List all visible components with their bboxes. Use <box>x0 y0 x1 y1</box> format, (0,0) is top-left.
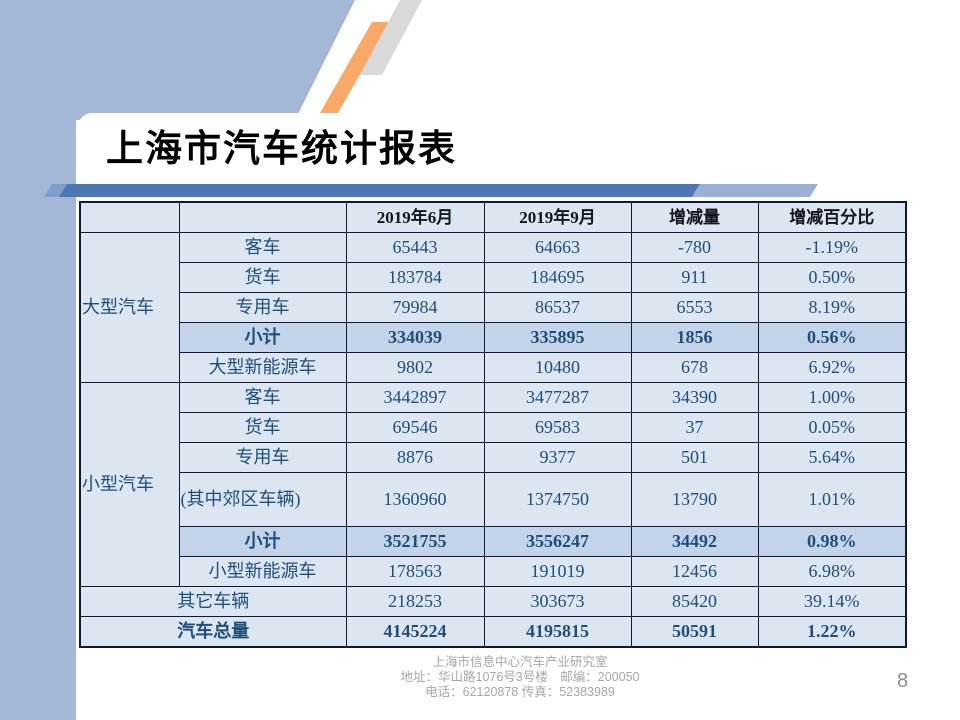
footer-phone-line: 电话：62120878 传真：52383989 <box>425 685 615 699</box>
value-cell: 1856 <box>630 322 759 353</box>
table-row: 大型新能源车 9802 10480 678 6.92% <box>80 352 907 383</box>
value-cell: -1.19% <box>757 232 907 263</box>
value-cell: 911 <box>630 262 759 293</box>
value-cell: 183784 <box>345 262 485 293</box>
row-label-cell: 小计 <box>178 322 347 353</box>
footer-address-line: 地址：华山路1076号3号楼 邮编：200050 <box>400 670 640 684</box>
group-cell: 大型汽车 <box>79 232 180 383</box>
value-cell: 13790 <box>630 472 759 527</box>
value-cell: 678 <box>630 352 759 383</box>
value-cell: 0.05% <box>757 412 907 443</box>
page-number: 8 <box>897 670 909 692</box>
value-cell: 69546 <box>345 412 485 443</box>
value-cell: 1374750 <box>483 472 632 527</box>
footer: 上海市信息中心汽车产业研究室 地址：华山路1076号3号楼 邮编：200050 … <box>240 655 800 700</box>
value-cell: 0.56% <box>757 322 907 353</box>
header-cell <box>79 201 180 233</box>
value-cell: 0.50% <box>757 262 907 293</box>
table-row: 货车 69546 69583 37 0.05% <box>80 412 907 443</box>
row-label-cell: 大型新能源车 <box>178 352 347 383</box>
value-cell: 86537 <box>483 292 632 323</box>
value-cell: 178563 <box>345 556 485 587</box>
value-cell: 1.00% <box>757 382 907 413</box>
value-cell: 10480 <box>483 352 632 383</box>
value-cell: 50591 <box>630 616 759 648</box>
value-cell: 0.98% <box>757 526 907 557</box>
row-label-cell: 专用车 <box>178 442 347 473</box>
table-row: 货车 183784 184695 911 0.50% <box>80 262 907 293</box>
value-cell: 334039 <box>345 322 485 353</box>
table-row: 小型新能源车 178563 191019 12456 6.98% <box>80 556 907 587</box>
value-cell: 12456 <box>630 556 759 587</box>
value-cell: 6.92% <box>757 352 907 383</box>
background-left-band <box>0 0 76 720</box>
value-cell: 3477287 <box>483 382 632 413</box>
value-cell: 5.64% <box>757 442 907 473</box>
value-cell: 191019 <box>483 556 632 587</box>
header-cell: 增减量 <box>630 201 759 233</box>
value-cell: 6.98% <box>757 556 907 587</box>
table-row: 小计 334039 335895 1856 0.56% <box>80 322 907 353</box>
table-row: 大型汽车 客车 65443 64663 -780 -1.19% <box>79 232 907 383</box>
value-cell: 303673 <box>483 586 632 617</box>
table-row: 专用车 8876 9377 501 5.64% <box>80 442 907 473</box>
value-cell: 8876 <box>345 442 485 473</box>
header-cell: 增减百分比 <box>757 201 907 233</box>
value-cell: 4195815 <box>483 616 632 648</box>
value-cell: 3442897 <box>345 382 485 413</box>
value-cell: 6553 <box>630 292 759 323</box>
table-row: 小型汽车 客车 3442897 3477287 34390 1.00% <box>79 382 907 587</box>
value-cell: 218253 <box>345 586 485 617</box>
value-cell: 9802 <box>345 352 485 383</box>
value-cell: 4145224 <box>345 616 485 648</box>
table-header-row: 2019年6月 2019年9月 增减量 增减百分比 <box>79 201 907 233</box>
value-cell: 3521755 <box>345 526 485 557</box>
value-cell: 501 <box>630 442 759 473</box>
value-cell: 1.22% <box>757 616 907 648</box>
row-label-cell: 小计 <box>178 526 347 557</box>
value-cell: -780 <box>630 232 759 263</box>
row-label-cell: 专用车 <box>178 292 347 323</box>
row-label-cell: (其中郊区车辆) <box>178 472 347 527</box>
page-title: 上海市汽车统计报表 <box>106 128 457 169</box>
table-row: (其中郊区车辆) 1360960 1374750 13790 1.01% <box>80 472 907 527</box>
footer-org-line: 上海市信息中心汽车产业研究室 <box>432 655 608 669</box>
value-cell: 39.14% <box>757 586 907 617</box>
vehicle-stats-table: 2019年6月 2019年9月 增减量 增减百分比 大型汽车 客车 65443 64663 -7… <box>79 201 907 648</box>
value-cell: 64663 <box>483 232 632 263</box>
table-row: 专用车 79984 86537 6553 8.19% <box>80 292 907 323</box>
row-label-cell: 小型新能源车 <box>178 556 347 587</box>
header-cell <box>178 201 347 233</box>
row-label-cell: 货车 <box>178 412 347 443</box>
row-label-cell: 汽车总量 <box>79 616 347 648</box>
row-label-cell: 货车 <box>178 262 347 293</box>
value-cell: 34492 <box>630 526 759 557</box>
row-label-cell: 客车 <box>178 232 347 263</box>
value-cell: 79984 <box>345 292 485 323</box>
value-cell: 69583 <box>483 412 632 443</box>
row-label-cell: 客车 <box>178 382 347 413</box>
stats-table-body: 2019年6月 2019年9月 增减量 增减百分比 大型汽车 客车 65443 64663 -7… <box>79 201 907 648</box>
value-cell: 335895 <box>483 322 632 353</box>
table-row: 其它车辆 218253 303673 85420 39.14% <box>79 586 907 617</box>
table-row: 汽车总量 4145224 4195815 50591 1.22% <box>79 616 907 648</box>
orange-stripe <box>320 22 390 113</box>
value-cell: 184695 <box>483 262 632 293</box>
value-cell: 3556247 <box>483 526 632 557</box>
value-cell: 9377 <box>483 442 632 473</box>
value-cell: 85420 <box>630 586 759 617</box>
header-cell: 2019年9月 <box>483 201 632 233</box>
value-cell: 65443 <box>345 232 485 263</box>
gray-stripe <box>360 0 422 75</box>
header-cell: 2019年6月 <box>345 201 485 233</box>
value-cell: 34390 <box>630 382 759 413</box>
row-label-cell: 其它车辆 <box>79 586 347 617</box>
value-cell: 8.19% <box>757 292 907 323</box>
value-cell: 1360960 <box>345 472 485 527</box>
group-cell: 小型汽车 <box>79 382 180 587</box>
table-row: 小计 3521755 3556247 34492 0.98% <box>80 526 907 557</box>
value-cell: 1.01% <box>757 472 907 527</box>
value-cell: 37 <box>630 412 759 443</box>
